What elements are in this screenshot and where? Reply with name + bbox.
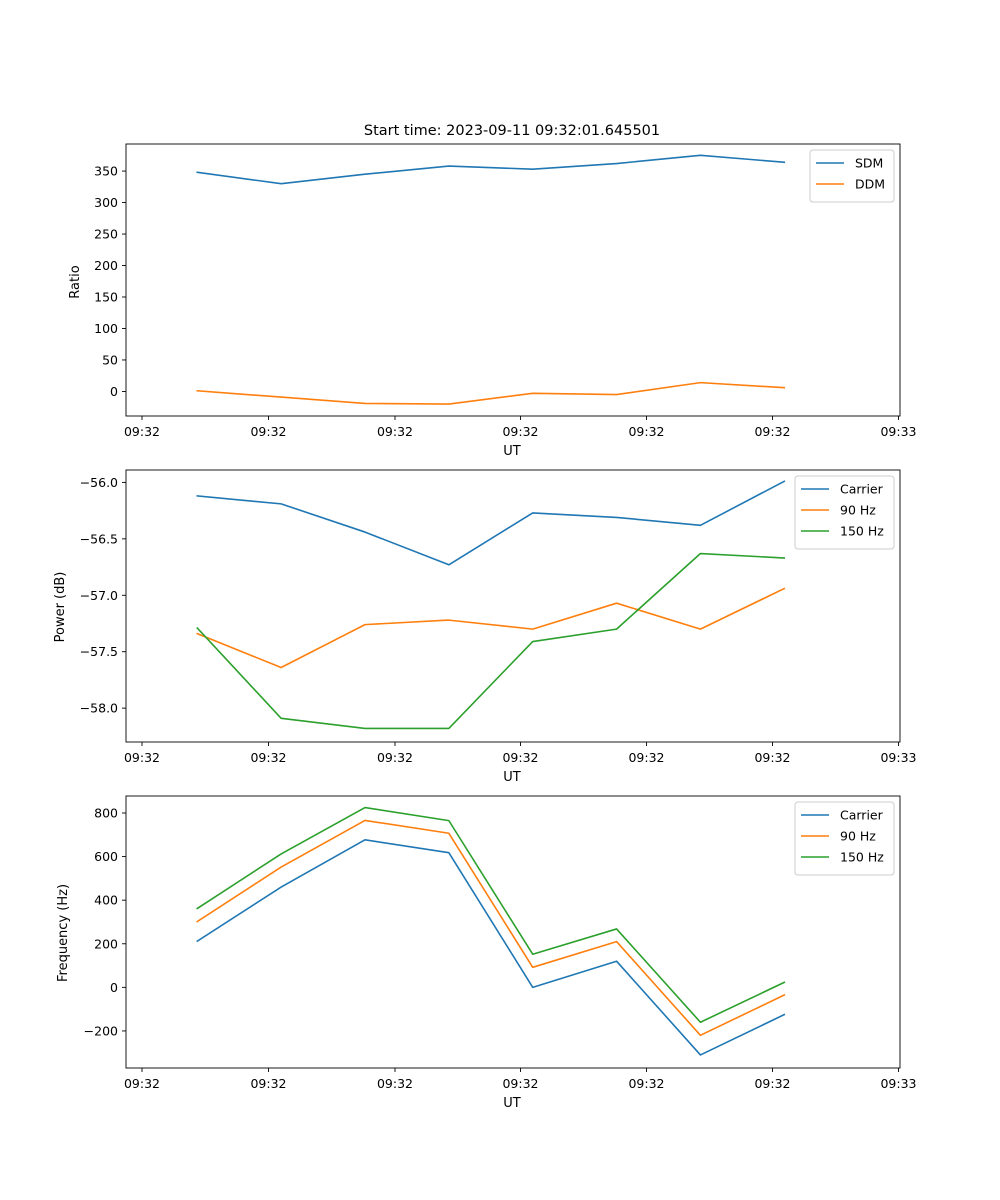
ratio-y-tick-label: 250	[94, 227, 118, 242]
frequency-legend-label-90-hz: 90 Hz	[840, 829, 876, 844]
frequency-series-line-150-hz	[196, 806, 786, 1024]
power-y-tick-label: −58.0	[80, 701, 118, 716]
ratio-x-tick-label: 09:32	[502, 424, 538, 439]
ratio-series-line-sdm	[196, 154, 786, 185]
panel-ratio: UT Ratio 09:32 09:32 09:32 09:32 09:32 09:32 0…	[68, 143, 917, 459]
frequency-x-tick-label: 09:32	[754, 1076, 790, 1091]
frequency-x-tick-label: 09:32	[502, 1076, 538, 1091]
frequency-x-tick-label: 09:32	[124, 1076, 160, 1091]
ratio-axes-frame	[125, 143, 901, 417]
power-x-tick-label: 09:33	[880, 750, 916, 765]
power-series-line-carrier	[196, 480, 786, 566]
power-axes-frame	[125, 469, 901, 743]
ratio-x-tick-label: 09:32	[377, 424, 413, 439]
frequency-y-tick-label: 600	[94, 849, 118, 864]
frequency-x-axis-label: UT	[503, 1096, 521, 1111]
ratio-y-tick-label: 300	[94, 195, 118, 210]
ratio-y-tick-label: 150	[94, 290, 118, 305]
frequency-y-tick-label: 400	[94, 893, 118, 908]
ratio-x-axis-label: UT	[503, 444, 521, 459]
frequency-x-tick-label: 09:33	[880, 1076, 916, 1091]
power-series-line-150-hz	[196, 552, 786, 730]
frequency-y-tick-label: 0	[110, 980, 118, 995]
power-x-tick-label: 09:32	[250, 750, 286, 765]
power-x-tick-label: 09:32	[754, 750, 790, 765]
ratio-x-tick-label: 09:32	[250, 424, 286, 439]
frequency-series-line-carrier	[196, 839, 786, 1056]
power-legend-label-150-hz: 150 Hz	[840, 524, 884, 539]
frequency-x-tick-label: 09:32	[250, 1076, 286, 1091]
ratio-x-tick-label: 09:32	[628, 424, 664, 439]
ratio-y-tick-label: 350	[94, 164, 118, 179]
ratio-legend-label-ddm: DDM	[855, 177, 885, 192]
power-legend-label-carrier: Carrier	[840, 482, 884, 497]
ratio-y-axis-label: Ratio	[68, 265, 83, 298]
ratio-x-tick-label: 09:33	[880, 424, 916, 439]
frequency-legend: Carrier 90 Hz 150 Hz	[794, 801, 895, 876]
chart-title: Start time: 2023-09-11 09:32:01.645501	[364, 123, 660, 139]
frequency-legend-label-carrier: Carrier	[840, 808, 884, 823]
power-x-tick-label: 09:32	[628, 750, 664, 765]
power-y-tick-label: −57.5	[80, 644, 118, 659]
power-y-tick-label: −56.5	[80, 531, 118, 546]
power-x-tick-label: 09:32	[502, 750, 538, 765]
power-x-axis-label: UT	[503, 770, 521, 785]
ratio-y-tick-label: 100	[94, 321, 118, 336]
power-x-tick-label: 09:32	[124, 750, 160, 765]
frequency-x-tick-label: 09:32	[628, 1076, 664, 1091]
power-y-tick-label: −57.0	[80, 588, 118, 603]
frequency-x-tick-label: 09:32	[377, 1076, 413, 1091]
panel-frequency: UT Frequency (Hz) 09:32 09:32 09:32 09:32 09…	[56, 795, 917, 1111]
frequency-legend-label-150-hz: 150 Hz	[840, 850, 884, 865]
ratio-y-tick-label: 50	[102, 352, 118, 367]
power-x-tick-label: 09:32	[377, 750, 413, 765]
frequency-y-tick-label: −200	[84, 1023, 118, 1038]
ratio-legend: SDM DDM	[809, 149, 895, 203]
panel-power: UT Power (dB) 09:32 09:32 09:32 09:32 09:32 0…	[53, 469, 917, 785]
power-legend: Carrier 90 Hz 150 Hz	[794, 475, 895, 550]
ratio-y-tick-label: 200	[94, 258, 118, 273]
frequency-y-axis-label: Frequency (Hz)	[56, 884, 71, 982]
power-legend-label-90-hz: 90 Hz	[840, 503, 876, 518]
frequency-y-tick-label: 200	[94, 936, 118, 951]
frequency-series-line-90-hz	[196, 819, 786, 1037]
power-series-line-90-hz	[196, 587, 786, 669]
ratio-x-tick-label: 09:32	[754, 424, 790, 439]
ratio-y-tick-label: 0	[110, 384, 118, 399]
ratio-x-tick-label: 09:32	[124, 424, 160, 439]
power-y-tick-label: −56.0	[80, 475, 118, 490]
power-y-axis-label: Power (dB)	[53, 572, 68, 643]
ratio-series-line-ddm	[196, 381, 786, 405]
ratio-legend-label-sdm: SDM	[855, 156, 883, 171]
frequency-y-tick-label: 800	[94, 806, 118, 821]
frequency-axes-frame	[125, 795, 901, 1069]
